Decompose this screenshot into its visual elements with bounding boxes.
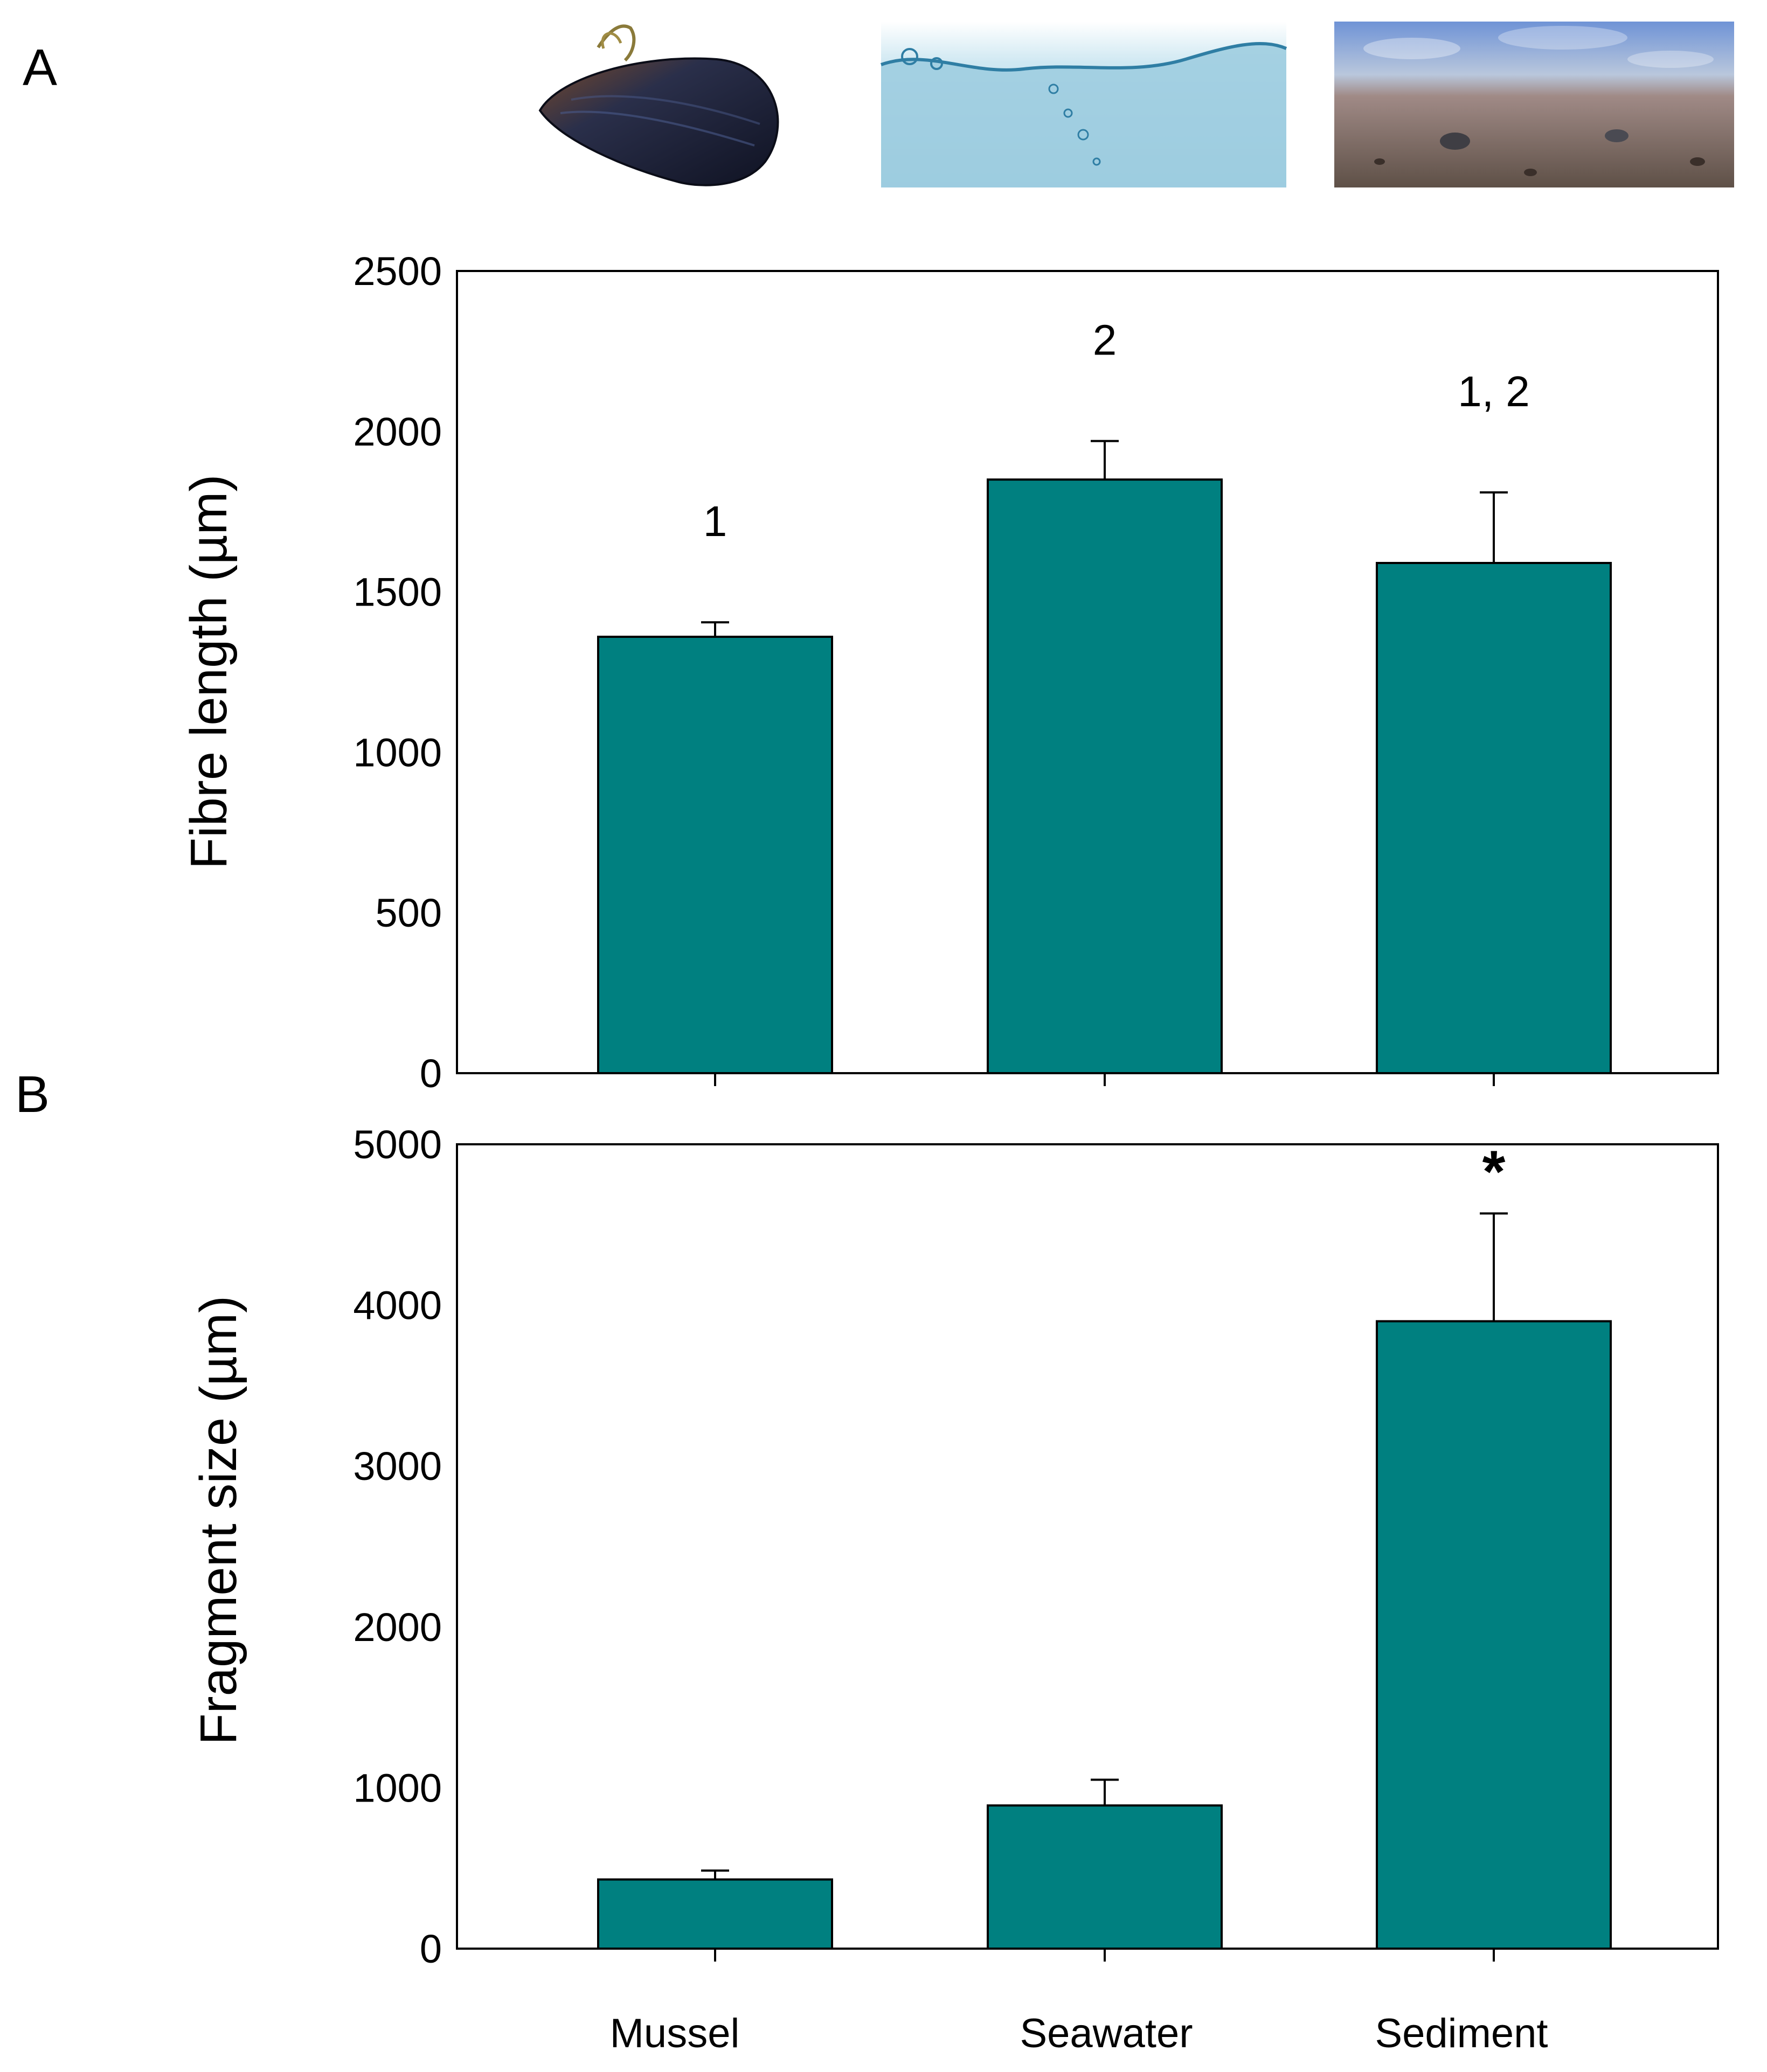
y-tick-label: 5000: [353, 1122, 442, 1167]
panel-b: 0 1000 2000 3000 4000 5000 * Fragment size (µ…: [190, 1122, 1719, 1971]
y-axis-title-a: Fibre length (µm): [180, 475, 238, 870]
error-bar: [701, 621, 729, 637]
y-tick-label: 1000: [353, 1765, 442, 1810]
category-label-seawater: Seawater: [1020, 2011, 1193, 2056]
y-tick-label: 0: [420, 1051, 442, 1096]
panel-a: 0 500 1000 1500 2000 2500 1 2 1, 2 Fibre length…: [180, 249, 1719, 1096]
bar-seawater: [987, 1804, 1223, 1950]
significance-label: 1: [703, 497, 727, 545]
bars-b: *: [597, 1138, 1612, 1962]
bar-mussel: [597, 635, 833, 1074]
panel-letter-a: A: [23, 39, 57, 96]
bar-mussel: [597, 1878, 833, 1950]
error-bar: [1091, 440, 1119, 480]
y-ticks-a: 0 500 1000 1500 2000 2500: [353, 249, 442, 1096]
significance-label: 2: [1093, 316, 1117, 364]
bar-seawater: [987, 478, 1223, 1074]
significance-label: 1, 2: [1458, 367, 1529, 415]
y-tick-label: 4000: [353, 1283, 442, 1328]
sediment-beach-icon: [1334, 22, 1734, 187]
y-tick-label: 2500: [353, 249, 442, 294]
seawater-photo: [881, 22, 1287, 188]
bars-a: 1 2 1, 2: [597, 316, 1612, 1086]
category-label-mussel: Mussel: [610, 2011, 740, 2056]
water-wave-icon: [881, 22, 1287, 188]
significance-label: *: [1482, 1138, 1506, 1205]
panel-letter-b: B: [15, 1066, 50, 1123]
sediment-photo: [1334, 22, 1734, 187]
y-tick-label: 2000: [353, 409, 442, 454]
y-tick-label: 3000: [353, 1444, 442, 1489]
y-tick-label: 1500: [353, 570, 442, 615]
y-axis-title-b: Fragment size (µm): [190, 1296, 247, 1745]
y-ticks-b: 0 1000 2000 3000 4000 5000: [353, 1122, 442, 1971]
y-tick-label: 1000: [353, 730, 442, 775]
error-bar: [1480, 1212, 1508, 1322]
error-bar: [701, 1869, 729, 1880]
category-label-sediment: Sediment: [1375, 2011, 1548, 2056]
error-bar: [1091, 1778, 1119, 1806]
y-tick-label: 0: [420, 1927, 442, 1971]
error-bar: [1480, 491, 1508, 563]
category-labels: Mussel Seawater Sediment: [610, 2011, 1548, 2056]
mussel-icon: [538, 24, 779, 186]
mussel-photo: [538, 24, 779, 186]
y-tick-label: 500: [376, 891, 442, 935]
bar-sediment: [1376, 1320, 1612, 1950]
bar-sediment: [1376, 561, 1612, 1074]
y-tick-label: 2000: [353, 1605, 442, 1650]
